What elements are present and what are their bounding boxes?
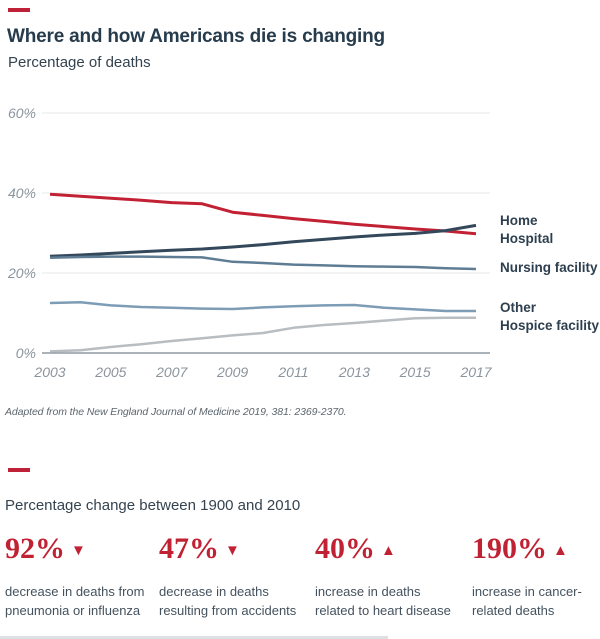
series-line-other [49,300,476,313]
triangle-up-icon: ▲ [381,543,396,559]
stat-number: 92% [5,532,65,565]
stat-description: increase in deaths related to heart dise… [315,584,451,618]
triangle-up-icon: ▲ [553,543,568,559]
series-line-home [49,223,477,258]
legend-label-nursing-facility: Nursing facility [500,260,598,275]
stat-value: 92% ▼ [5,532,147,571]
series-line-nursing-facility [49,255,477,271]
legend-label-other: Other [500,300,537,315]
stat-number: 47% [159,532,219,565]
stat-card-accidents: 47% ▼ decrease in deaths resulting from a… [159,532,311,620]
legend-label-home: Home [500,213,538,228]
accent-dash-section [8,468,30,472]
stat-value: 47% ▼ [159,532,311,571]
page-title: Where and how Americans die is changing [7,26,385,47]
stat-description: decrease in deaths from pneumonia or inf… [5,584,145,618]
stat-number: 40% [315,532,375,565]
source-footnote: Adapted from the New England Journal of … [5,406,347,418]
stat-description: decrease in deaths resulting from accide… [159,584,297,618]
stat-value: 190% ▲ [472,532,600,571]
stat-card-heart-disease: 40% ▲ increase in deaths related to heart… [315,532,453,620]
stat-value: 40% ▲ [315,532,453,571]
legend-label-hospital: Hospital [500,231,554,246]
bottom-edge-strip [0,636,388,639]
accent-dash-top [8,8,30,12]
stat-card-pneumonia: 92% ▼ decrease in deaths from pneumonia o… [5,532,147,620]
stat-number: 190% [472,532,547,565]
legend-label-hospice-facility: Hospice facility [500,318,600,333]
triangle-down-icon: ▼ [71,543,86,559]
stat-description: increase in cancer-related deaths [472,584,582,618]
stat-card-cancer: 190% ▲ increase in cancer-related deaths [472,532,600,620]
series-line-hospice-facility [49,316,476,353]
series-line-hospital [49,192,477,236]
chart-subtitle: Percentage of deaths [8,54,151,71]
triangle-down-icon: ▼ [225,543,240,559]
section-heading: Percentage change between 1900 and 2010 [5,497,301,514]
